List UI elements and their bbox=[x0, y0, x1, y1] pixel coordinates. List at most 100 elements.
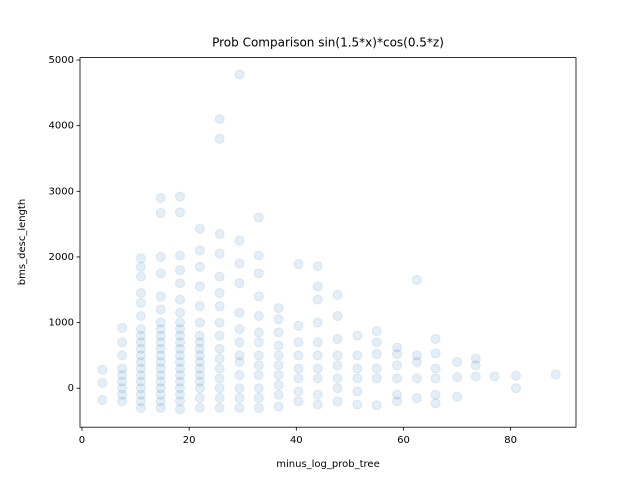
point bbox=[332, 333, 343, 344]
points bbox=[97, 69, 561, 415]
point bbox=[135, 288, 146, 299]
point bbox=[312, 350, 323, 361]
point bbox=[135, 337, 146, 348]
point bbox=[352, 350, 363, 361]
y-tick-label: 3000 bbox=[49, 186, 74, 197]
point bbox=[214, 288, 225, 299]
point bbox=[392, 360, 403, 371]
point bbox=[214, 248, 225, 259]
point bbox=[273, 314, 284, 325]
point bbox=[392, 396, 403, 407]
point bbox=[214, 317, 225, 328]
point bbox=[392, 373, 403, 384]
point bbox=[194, 261, 205, 272]
point bbox=[194, 317, 205, 328]
point bbox=[175, 207, 186, 218]
point bbox=[273, 379, 284, 390]
point bbox=[332, 360, 343, 371]
point bbox=[253, 250, 264, 261]
point bbox=[135, 376, 146, 387]
point bbox=[135, 297, 146, 308]
point bbox=[135, 356, 146, 367]
point bbox=[411, 373, 422, 384]
point bbox=[273, 327, 284, 338]
point bbox=[155, 207, 166, 218]
point bbox=[155, 383, 166, 394]
point bbox=[371, 363, 382, 374]
point bbox=[117, 350, 128, 361]
point bbox=[253, 337, 264, 348]
point bbox=[234, 370, 245, 381]
point bbox=[155, 251, 166, 262]
point bbox=[253, 327, 264, 338]
point bbox=[430, 333, 441, 344]
point bbox=[273, 360, 284, 371]
point bbox=[234, 350, 245, 361]
point bbox=[194, 223, 205, 234]
point bbox=[97, 395, 108, 406]
point bbox=[155, 324, 166, 335]
point bbox=[234, 356, 245, 367]
point bbox=[489, 371, 500, 382]
point bbox=[253, 212, 264, 223]
chart-title: Prob Comparison sin(1.5*x)*cos(0.5*z) bbox=[212, 36, 444, 50]
x-tick-label: 20 bbox=[183, 435, 196, 446]
point bbox=[293, 337, 304, 348]
point bbox=[155, 291, 166, 302]
point bbox=[194, 363, 205, 374]
point bbox=[135, 330, 146, 341]
point bbox=[175, 363, 186, 374]
point bbox=[234, 402, 245, 413]
point bbox=[117, 337, 128, 348]
y-tick-label: 1000 bbox=[49, 318, 74, 329]
point bbox=[155, 376, 166, 387]
point bbox=[253, 291, 264, 302]
point bbox=[135, 370, 146, 381]
point bbox=[234, 383, 245, 394]
point bbox=[194, 393, 205, 404]
point bbox=[332, 383, 343, 394]
point bbox=[214, 114, 225, 125]
point bbox=[175, 343, 186, 354]
point bbox=[371, 400, 382, 411]
point bbox=[234, 337, 245, 348]
point bbox=[253, 268, 264, 279]
point bbox=[175, 278, 186, 289]
point bbox=[135, 383, 146, 394]
point bbox=[253, 393, 264, 404]
point bbox=[175, 350, 186, 361]
point bbox=[392, 389, 403, 400]
point bbox=[97, 364, 108, 375]
point bbox=[273, 350, 284, 361]
point bbox=[135, 389, 146, 400]
point bbox=[234, 324, 245, 335]
point bbox=[155, 330, 166, 341]
point bbox=[214, 402, 225, 413]
point bbox=[155, 268, 166, 279]
point bbox=[194, 330, 205, 341]
point bbox=[155, 356, 166, 367]
point bbox=[293, 363, 304, 374]
point bbox=[253, 383, 264, 394]
point bbox=[214, 133, 225, 144]
point bbox=[312, 389, 323, 400]
point bbox=[135, 311, 146, 322]
point bbox=[371, 373, 382, 384]
point bbox=[234, 258, 245, 269]
point bbox=[117, 389, 128, 400]
point bbox=[135, 343, 146, 354]
point bbox=[194, 337, 205, 348]
point bbox=[135, 350, 146, 361]
point bbox=[293, 259, 304, 270]
point bbox=[452, 391, 463, 402]
point bbox=[135, 271, 146, 282]
point bbox=[293, 386, 304, 397]
point bbox=[155, 317, 166, 328]
point bbox=[214, 228, 225, 239]
point bbox=[312, 281, 323, 292]
point bbox=[155, 370, 166, 381]
point bbox=[253, 360, 264, 371]
point bbox=[214, 383, 225, 394]
point bbox=[312, 294, 323, 305]
